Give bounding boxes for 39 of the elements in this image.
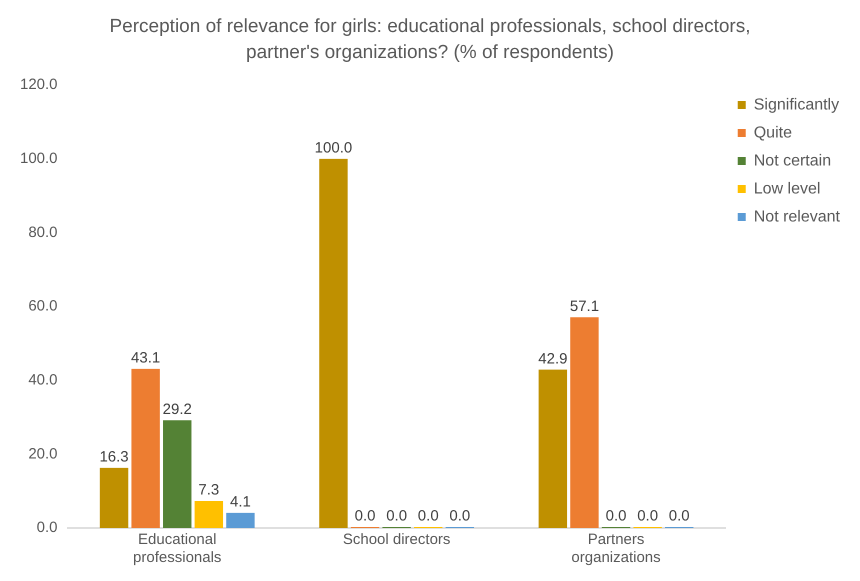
legend-label: Quite bbox=[754, 124, 792, 142]
bar bbox=[131, 369, 160, 528]
data-label: 4.1 bbox=[230, 494, 251, 511]
y-tick-label: 120.0 bbox=[20, 76, 58, 94]
data-label: 43.1 bbox=[131, 350, 160, 367]
data-label: 57.1 bbox=[570, 298, 600, 316]
bar bbox=[226, 513, 255, 528]
legend-label: Not certain bbox=[754, 152, 832, 170]
data-label: 0.0 bbox=[668, 508, 690, 525]
y-tick-label: 100.0 bbox=[20, 150, 58, 168]
data-label: 0.0 bbox=[637, 508, 658, 525]
y-tick-label: 20.0 bbox=[28, 446, 58, 463]
x-tick-label: School directors bbox=[342, 531, 450, 548]
data-label: 0.0 bbox=[449, 508, 470, 525]
data-label: 0.0 bbox=[354, 508, 376, 525]
y-tick-label: 40.0 bbox=[28, 372, 58, 389]
x-tick-label: Educational professionals bbox=[133, 531, 222, 566]
bar bbox=[194, 501, 224, 528]
legend-label: Significantly bbox=[754, 96, 840, 114]
data-label: 16.3 bbox=[99, 448, 129, 466]
x-tick-label: Partners organizations bbox=[571, 531, 661, 566]
y-tick-label: 60.0 bbox=[28, 298, 58, 315]
data-label: 29.2 bbox=[162, 401, 192, 418]
data-label: 0.0 bbox=[418, 508, 439, 525]
bar bbox=[100, 468, 128, 528]
data-label: 100.0 bbox=[314, 140, 352, 157]
data-label: 42.9 bbox=[538, 350, 568, 368]
bar bbox=[319, 159, 348, 528]
bar bbox=[163, 420, 192, 528]
data-label: 0.0 bbox=[606, 508, 626, 525]
y-tick-label: 0.0 bbox=[36, 519, 58, 536]
data-label: 7.3 bbox=[198, 482, 220, 499]
legend-label: Not relevant bbox=[754, 208, 841, 226]
bar bbox=[570, 317, 599, 528]
bar bbox=[538, 370, 568, 528]
legend-label: Low level bbox=[754, 180, 820, 198]
data-label: 0.0 bbox=[386, 508, 408, 525]
chart-title: Perception of relevance for girls: educational professionals, school directors, partner's organizations? (% of respondents) bbox=[108, 15, 752, 65]
y-tick-label: 80.0 bbox=[28, 224, 58, 242]
